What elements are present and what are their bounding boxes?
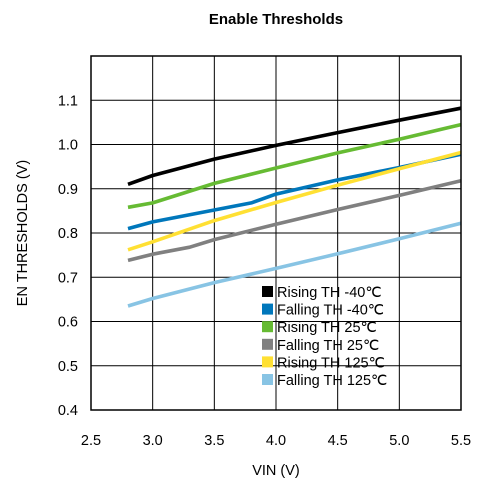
legend-label: Rising TH -40℃ [277, 285, 382, 301]
x-tick-label: 3.0 [143, 433, 163, 449]
series-line-2 [127, 152, 462, 231]
y-tick-label: 0.4 [58, 403, 78, 419]
x-tick-labels: 2.5 3.0 3.5 4.0 4.5 5.0 5.5 [81, 433, 471, 449]
legend-label: Rising TH 125℃ [277, 355, 385, 371]
y-tick-label: 1.1 [58, 93, 78, 109]
legend-label: Falling TH -40℃ [277, 303, 384, 319]
legend-swatch [262, 303, 273, 315]
series-line-5 [127, 150, 462, 252]
y-tick-label: 0.5 [58, 359, 78, 375]
x-tick-label: 3.5 [204, 433, 224, 449]
y-tick-label: 0.7 [58, 270, 78, 286]
series-line-6 [127, 221, 462, 308]
series-line-4 [127, 179, 462, 263]
x-tick-label: 5.5 [451, 433, 471, 449]
y-tick-label: 0.8 [58, 226, 78, 242]
y-tick-label: 1.0 [58, 138, 78, 154]
legend-swatch [262, 338, 273, 350]
x-tick-label: 5.0 [389, 433, 409, 449]
legend-swatch [262, 286, 273, 297]
legend-label: Rising TH 25℃ [277, 320, 377, 336]
chart-title: Enable Thresholds [209, 11, 343, 28]
x-tick-label: 2.5 [81, 433, 101, 449]
y-axis-label: EN THRESHOLDS (V) [15, 160, 31, 306]
grid-lines [90, 56, 462, 411]
x-tick-label: 4.0 [266, 433, 286, 449]
y-tick-labels: 0.4 0.5 0.6 0.7 0.8 0.9 1.0 1.1 [58, 93, 78, 419]
legend-swatch [262, 321, 273, 333]
legend-label: Falling TH 25℃ [277, 338, 379, 354]
series-line-3 [127, 122, 462, 210]
plot-frame [90, 55, 462, 411]
legend-swatch [262, 356, 273, 368]
x-axis-label: VIN (V) [252, 463, 300, 479]
legend-label: Falling TH 125℃ [277, 373, 387, 389]
y-tick-label: 0.6 [58, 315, 78, 331]
y-tick-label: 0.9 [58, 182, 78, 198]
series-lines [127, 106, 462, 308]
x-tick-label: 4.5 [328, 433, 348, 449]
series-line-1 [127, 106, 462, 186]
legend-swatch [262, 374, 273, 385]
